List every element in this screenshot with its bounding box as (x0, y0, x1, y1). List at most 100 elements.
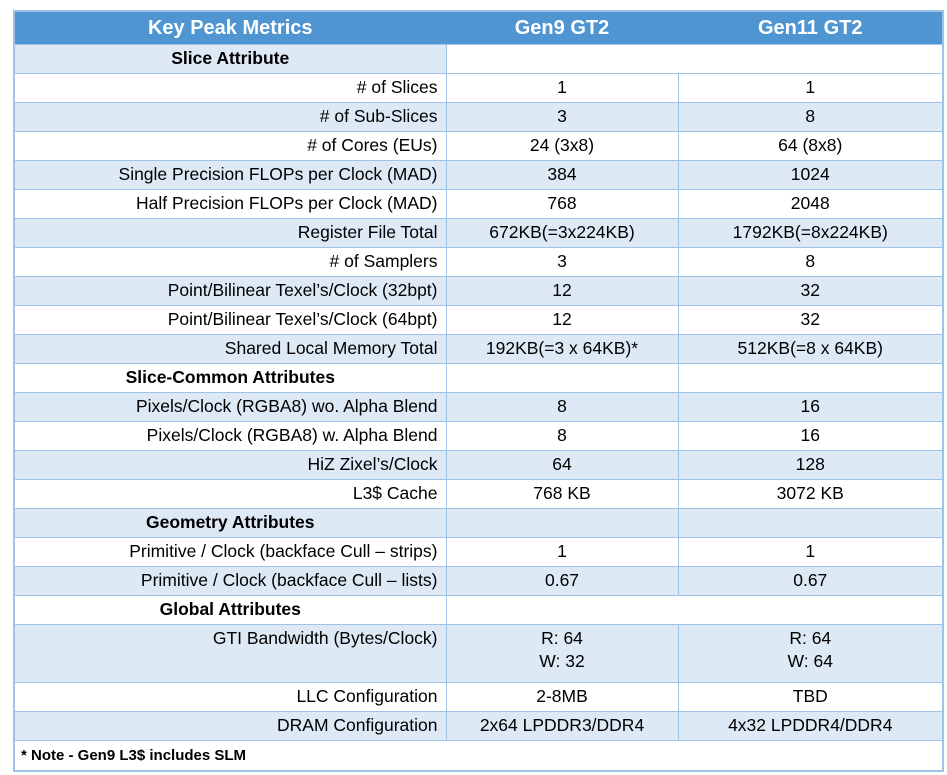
table-row: Shared Local Memory Total 192KB(=3 x 64KB… (13, 334, 944, 365)
gen11-value: 512KB(=8 x 64KB) (677, 334, 944, 365)
key-peak-metrics-table: Key Peak Metrics Gen9 GT2 Gen11 GT2 Slic… (13, 10, 944, 773)
table-row: HiZ Zixel’s/Clock 64 128 (13, 450, 944, 481)
header-metric-column: Key Peak Metrics (13, 10, 447, 46)
gen11-value: 64 (8x8) (677, 131, 944, 162)
gen11-value: 3072 KB (677, 479, 944, 510)
metric-label: LLC Configuration (13, 682, 447, 713)
footnote-text: * Note - Gen9 L3$ includes SLM (13, 740, 944, 772)
metric-label: # of Cores (EUs) (13, 131, 447, 162)
table-row: # of Slices 1 1 (13, 73, 944, 104)
table-row: Pixels/Clock (RGBA8) w. Alpha Blend 8 16 (13, 421, 944, 452)
empty-gen11-cell (677, 508, 944, 539)
gen9-value: 2x64 LPDDR3/DDR4 (445, 711, 679, 742)
note-row: * Note - Gen9 L3$ includes SLM (13, 740, 944, 772)
section-label: Global Attributes (13, 595, 447, 626)
header-row: Key Peak Metrics Gen9 GT2 Gen11 GT2 (13, 10, 944, 46)
section-row: Geometry Attributes (13, 508, 944, 539)
gen11-value: 16 (677, 392, 944, 423)
table-row: # of Cores (EUs) 24 (3x8) 64 (8x8) (13, 131, 944, 162)
gen11-value: R: 64 W: 64 (677, 624, 944, 684)
metric-label: Shared Local Memory Total (13, 334, 447, 365)
gen11-value: 2048 (677, 189, 944, 220)
gen9-value: 64 (445, 450, 679, 481)
gen11-value: 0.67 (677, 566, 944, 597)
gen11-value: 1024 (677, 160, 944, 191)
gen11-value: 1 (677, 537, 944, 568)
table-row: Primitive / Clock (backface Cull – lists… (13, 566, 944, 597)
metric-label: Primitive / Clock (backface Cull – strip… (13, 537, 447, 568)
section-row: Global Attributes (13, 595, 944, 626)
gen9-value: 12 (445, 276, 679, 307)
metric-label: Pixels/Clock (RGBA8) w. Alpha Blend (13, 421, 447, 452)
gen9-value: R: 64 W: 32 (445, 624, 679, 684)
table-row: Register File Total 672KB(=3x224KB) 1792KB… (13, 218, 944, 249)
gen9-value: 768 KB (445, 479, 679, 510)
gen9-value: 2-8MB (445, 682, 679, 713)
gen11-value: 16 (677, 421, 944, 452)
table-foot: * Note - Gen9 L3$ includes SLM (13, 740, 944, 772)
metric-label: L3$ Cache (13, 479, 447, 510)
metric-label: # of Sub-Slices (13, 102, 447, 133)
gen11-value: TBD (677, 682, 944, 713)
metric-label: Half Precision FLOPs per Clock (MAD) (13, 189, 447, 220)
metric-label: Primitive / Clock (backface Cull – lists… (13, 566, 447, 597)
metric-label: # of Samplers (13, 247, 447, 278)
section-row: Slice-Common Attributes (13, 363, 944, 394)
empty-gen9-cell (445, 363, 679, 394)
metric-label: # of Slices (13, 73, 447, 104)
table-row: # of Sub-Slices 3 8 (13, 102, 944, 133)
metric-label: HiZ Zixel’s/Clock (13, 450, 447, 481)
gen9-value: 8 (445, 421, 679, 452)
table-row: Pixels/Clock (RGBA8) wo. Alpha Blend 8 16 (13, 392, 944, 423)
gen9-value: 3 (445, 247, 679, 278)
metric-label: Register File Total (13, 218, 447, 249)
gen9-value: 384 (445, 160, 679, 191)
gen9-value: 0.67 (445, 566, 679, 597)
table-header: Key Peak Metrics Gen9 GT2 Gen11 GT2 (13, 10, 944, 46)
section-label: Geometry Attributes (13, 508, 447, 539)
metric-label: Point/Bilinear Texel’s/Clock (64bpt) (13, 305, 447, 336)
gen9-value: 12 (445, 305, 679, 336)
table-row: DRAM Configuration 2x64 LPDDR3/DDR4 4x32 L… (13, 711, 944, 742)
section-label: Slice Attribute (13, 44, 447, 75)
empty-gen11-cell (677, 363, 944, 394)
gen9-value: 8 (445, 392, 679, 423)
metric-label: GTI Bandwidth (Bytes/Clock) (13, 624, 447, 684)
section-row: Slice Attribute (13, 44, 944, 75)
table-row: Half Precision FLOPs per Clock (MAD) 768 2… (13, 189, 944, 220)
gen9-value: 1 (445, 73, 679, 104)
gen11-value: 32 (677, 305, 944, 336)
empty-merged-cell (445, 44, 944, 75)
header-gen9-column: Gen9 GT2 (445, 10, 679, 46)
metric-label: Pixels/Clock (RGBA8) wo. Alpha Blend (13, 392, 447, 423)
table-row: Single Precision FLOPs per Clock (MAD) 38… (13, 160, 944, 191)
empty-merged-cell (445, 595, 944, 626)
metric-label: Point/Bilinear Texel’s/Clock (32bpt) (13, 276, 447, 307)
gen11-value: 8 (677, 102, 944, 133)
table-row: L3$ Cache 768 KB 3072 KB (13, 479, 944, 510)
gen11-value: 1792KB(=8x224KB) (677, 218, 944, 249)
gen11-value: 4x32 LPDDR4/DDR4 (677, 711, 944, 742)
table-body: Slice Attribute # of Slices 1 1 # of Sub-Sli… (13, 44, 944, 742)
table-row: GTI Bandwidth (Bytes/Clock) R: 64 W: 32 R:… (13, 624, 944, 684)
table-row: Point/Bilinear Texel’s/Clock (32bpt) 12 32 (13, 276, 944, 307)
metric-label: Single Precision FLOPs per Clock (MAD) (13, 160, 447, 191)
gen9-value: 672KB(=3x224KB) (445, 218, 679, 249)
gen11-value: 8 (677, 247, 944, 278)
table-row: Primitive / Clock (backface Cull – strip… (13, 537, 944, 568)
gen11-value: 32 (677, 276, 944, 307)
table-row: Point/Bilinear Texel’s/Clock (64bpt) 12 32 (13, 305, 944, 336)
table-row: LLC Configuration 2-8MB TBD (13, 682, 944, 713)
empty-gen9-cell (445, 508, 679, 539)
gen9-value: 3 (445, 102, 679, 133)
gen9-value: 768 (445, 189, 679, 220)
gen9-value: 24 (3x8) (445, 131, 679, 162)
metric-label: DRAM Configuration (13, 711, 447, 742)
section-label: Slice-Common Attributes (13, 363, 447, 394)
gen9-value: 1 (445, 537, 679, 568)
header-gen11-column: Gen11 GT2 (677, 10, 944, 46)
gen11-value: 128 (677, 450, 944, 481)
table-row: # of Samplers 3 8 (13, 247, 944, 278)
gen11-value: 1 (677, 73, 944, 104)
